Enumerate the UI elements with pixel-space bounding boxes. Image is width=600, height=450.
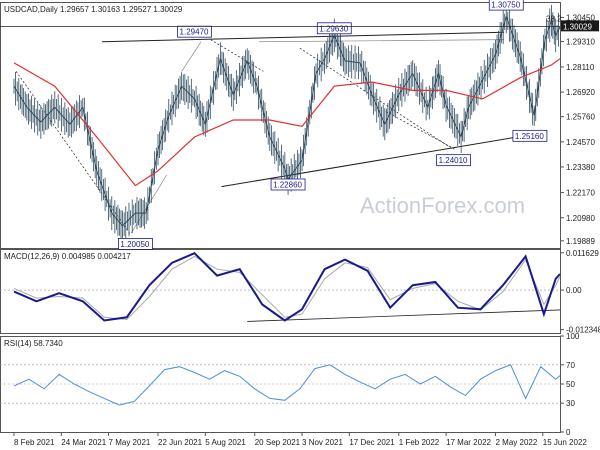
x-tick-label: 2 May 2022 bbox=[496, 438, 538, 447]
price-callout-label: 1.25160 bbox=[515, 132, 544, 141]
x-tick-label: 17 Dec 2021 bbox=[349, 438, 395, 447]
price-ytick-label: 1.23380 bbox=[566, 163, 595, 172]
price-pane-title: USDCAD,Daily 1.29657 1.30163 1.29527 1.3… bbox=[4, 5, 183, 14]
price-ytick-label: 1.30450 bbox=[566, 13, 595, 22]
price-callout-label: 1.24010 bbox=[439, 156, 468, 165]
price-callout-label: 1.29630 bbox=[319, 24, 348, 33]
price-callout-box bbox=[118, 238, 153, 250]
x-tick-label: 20 Sep 2021 bbox=[255, 438, 301, 447]
macd-ytick-label: -0.012348 bbox=[566, 326, 600, 335]
trendline bbox=[102, 31, 505, 43]
moving-average-line bbox=[13, 58, 561, 187]
macd-ytick-label: 0.00 bbox=[566, 286, 582, 295]
price-callout-box bbox=[512, 129, 548, 142]
watermark-text: ActionForex.com bbox=[360, 193, 525, 218]
rsi-ytick-label: 50 bbox=[566, 380, 575, 389]
macd-pane-title: MACD(12,26,9) 0.004985 0.004217 bbox=[4, 252, 131, 261]
macd-line bbox=[13, 252, 561, 322]
macd-ytick-label: 0.011629 bbox=[566, 249, 599, 258]
price-callout-box bbox=[436, 154, 471, 167]
pane-frame-macd bbox=[0, 249, 561, 334]
macd-trendline bbox=[247, 309, 561, 322]
price-callout-box bbox=[270, 178, 306, 191]
x-tick-label: 22 Jun 2021 bbox=[158, 438, 203, 447]
rsi-ytick-label: 0 bbox=[566, 428, 571, 437]
price-close-line bbox=[13, 14, 561, 227]
price-ytick-label: 1.24570 bbox=[566, 138, 595, 147]
trendline bbox=[385, 111, 456, 150]
price-ytick-label: 1.29310 bbox=[566, 38, 595, 47]
price-ytick-label: 1.19889 bbox=[566, 237, 595, 246]
price-callout-box bbox=[316, 22, 352, 35]
price-ytick-label: 1.20980 bbox=[566, 214, 595, 223]
current-price-tag-bg bbox=[561, 20, 599, 32]
price-callout-label: 1.20050 bbox=[120, 240, 149, 249]
price-ytick-label: 1.22170 bbox=[566, 189, 595, 198]
rsi-pane-title: RSI(14) 58.7340 bbox=[4, 339, 63, 348]
x-tick-label: 3 Nov 2021 bbox=[302, 438, 343, 447]
trendline bbox=[181, 41, 202, 72]
price-callout-label: 1.29470 bbox=[180, 28, 209, 37]
x-tick-label: 15 Jun 2022 bbox=[543, 438, 588, 447]
trendline bbox=[15, 71, 132, 236]
x-tick-label: 5 Aug 2021 bbox=[205, 438, 246, 447]
rsi-ytick-label: 30 bbox=[566, 399, 575, 408]
price-callout-label: 1.30750 bbox=[491, 1, 520, 10]
price-ytick-label: 1.26920 bbox=[566, 88, 595, 97]
price-callout-box bbox=[488, 0, 524, 11]
fib-label: 38.2 bbox=[546, 14, 562, 23]
x-tick-label: 7 May 2021 bbox=[109, 438, 151, 447]
pane-frame-rsi bbox=[0, 336, 561, 433]
rsi-line bbox=[13, 364, 561, 406]
trendline bbox=[259, 39, 505, 43]
trendline bbox=[221, 134, 530, 188]
price-callout-label: 1.22860 bbox=[273, 180, 302, 189]
rsi-ytick-label: 70 bbox=[566, 361, 575, 370]
price-ytick-label: 1.25760 bbox=[566, 113, 595, 122]
price-ytick-label: 1.28110 bbox=[566, 63, 595, 72]
macd-signal-line bbox=[13, 255, 561, 321]
x-tick-label: 1 Feb 2022 bbox=[399, 438, 440, 447]
current-price-tag-label: 1.30029 bbox=[563, 22, 592, 31]
rsi-ytick-label: 100 bbox=[566, 332, 580, 341]
x-tick-label: 17 Mar 2022 bbox=[446, 438, 491, 447]
x-tick-label: 8 Feb 2021 bbox=[14, 438, 55, 447]
x-tick-label: 24 Mar 2021 bbox=[61, 438, 106, 447]
